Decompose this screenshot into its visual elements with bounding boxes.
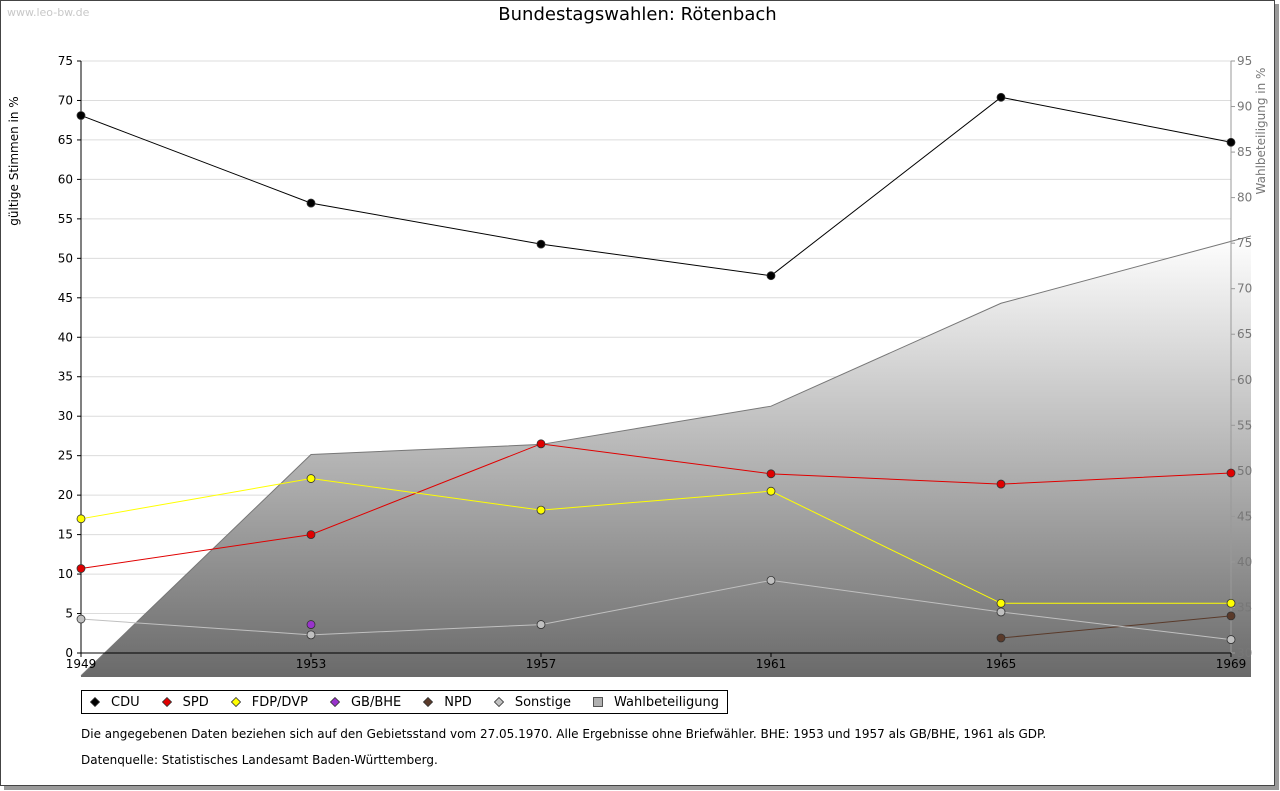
y2-tick-label: 50 bbox=[1237, 464, 1252, 478]
legend-label-npd: NPD bbox=[444, 694, 472, 710]
y-tick-label: 5 bbox=[65, 607, 73, 621]
data-point-sonstige bbox=[1226, 635, 1236, 644]
x-tick-label: 1969 bbox=[1216, 657, 1247, 671]
data-point-fdp-dvp bbox=[306, 474, 316, 483]
legend-label-spd: SPD bbox=[182, 694, 209, 710]
y-tick-label: 0 bbox=[65, 646, 73, 660]
data-point-fdp-dvp bbox=[536, 505, 546, 515]
data-point-spd bbox=[1226, 468, 1236, 478]
series-line-sonstige bbox=[80, 579, 1232, 641]
y2-tick-label: 60 bbox=[1237, 373, 1252, 387]
legend-symbol-npd bbox=[423, 697, 434, 707]
data-point-fdp-dvp bbox=[76, 514, 86, 524]
data-point-spd bbox=[306, 530, 316, 539]
x-tick-label: 1953 bbox=[296, 657, 327, 671]
y-tick-label: 45 bbox=[58, 291, 73, 305]
data-point-spd bbox=[536, 439, 546, 449]
data-point-fdp-dvp bbox=[996, 598, 1006, 608]
data-source-note: Datenquelle: Statistisches Landesamt Bad… bbox=[81, 753, 438, 767]
y2-tick-label: 40 bbox=[1237, 555, 1252, 569]
y2-tick-label: 30 bbox=[1237, 646, 1252, 660]
data-point-spd bbox=[76, 564, 86, 573]
y2-tick-label: 35 bbox=[1237, 600, 1252, 614]
legend-symbol-gb-bhe bbox=[329, 697, 340, 707]
y-tick-label: 40 bbox=[58, 330, 73, 344]
legend-symbol-fdp-dvp bbox=[230, 697, 241, 707]
y-tick-label: 65 bbox=[58, 133, 73, 147]
legend-item-fdp-dvp: FDP/DVP bbox=[230, 694, 308, 710]
legend-symbol-spd bbox=[161, 697, 172, 707]
legend-symbol-sonstige bbox=[493, 697, 504, 707]
y-tick-label: 70 bbox=[58, 93, 73, 107]
y-tick-label: 60 bbox=[58, 172, 73, 186]
y2-tick-label: 70 bbox=[1237, 282, 1252, 296]
data-point-sonstige bbox=[766, 575, 776, 585]
data-point-cdu bbox=[766, 271, 776, 281]
legend-label-gb-bhe: GB/BHE bbox=[350, 694, 402, 710]
data-point-cdu bbox=[1226, 137, 1236, 147]
y2-tick-label: 95 bbox=[1237, 54, 1252, 68]
data-point-sonstige bbox=[536, 620, 546, 629]
x-tick-label: 1961 bbox=[756, 657, 787, 671]
x-tick-label: 1957 bbox=[526, 657, 557, 671]
y-tick-label: 25 bbox=[58, 449, 73, 463]
y2-tick-label: 75 bbox=[1237, 236, 1252, 250]
x-tick-label: 1965 bbox=[986, 657, 1017, 671]
series-line-spd bbox=[80, 443, 1232, 570]
y2-tick-label: 85 bbox=[1237, 145, 1252, 159]
data-point-sonstige bbox=[306, 630, 316, 640]
legend-item-wahlbeteiligung: Wahlbeteiligung bbox=[593, 695, 719, 710]
series-line-cdu bbox=[80, 96, 1232, 277]
data-note: Die angegebenen Daten beziehen sich auf … bbox=[81, 727, 1047, 741]
data-point-fdp-dvp bbox=[1226, 598, 1236, 608]
legend-label-wahlbeteiligung: Wahlbeteiligung bbox=[614, 694, 720, 710]
x-tick-label: 1949 bbox=[66, 657, 97, 671]
y2-tick-label: 65 bbox=[1237, 327, 1252, 341]
y-tick-label: 50 bbox=[58, 251, 73, 265]
legend-item-spd: SPD bbox=[161, 694, 209, 710]
data-point-spd bbox=[996, 479, 1006, 489]
y-axis-label: gültige Stimmen in % bbox=[7, 96, 21, 225]
legend-item-gb-bhe: GB/BHE bbox=[329, 694, 402, 710]
legend: CDU SPD FDP/DVP GB/BHE NPD Sonstige Wahlbeteil… bbox=[81, 690, 729, 714]
y2-tick-label: 55 bbox=[1237, 418, 1252, 432]
legend-symbol-wahlbeteiligung bbox=[593, 697, 603, 707]
y-tick-label: 30 bbox=[58, 409, 73, 423]
y-tick-label: 20 bbox=[58, 488, 73, 502]
data-point-npd bbox=[1226, 611, 1236, 621]
y-tick-label: 75 bbox=[58, 54, 73, 68]
legend-label-sonstige: Sonstige bbox=[514, 694, 571, 710]
legend-item-sonstige: Sonstige bbox=[493, 694, 571, 710]
data-point-cdu bbox=[306, 198, 316, 208]
data-point-spd bbox=[766, 469, 776, 479]
watermark: www.leo-bw.de bbox=[7, 6, 90, 19]
legend-symbol-cdu bbox=[90, 697, 100, 707]
y2-tick-label: 80 bbox=[1237, 191, 1252, 205]
series-line-npd bbox=[1000, 615, 1232, 639]
data-point-gb-bhe bbox=[306, 620, 316, 629]
data-point-fdp-dvp bbox=[766, 486, 776, 496]
legend-item-cdu: CDU bbox=[90, 695, 140, 710]
data-point-sonstige bbox=[76, 614, 86, 624]
data-point-cdu bbox=[76, 111, 86, 120]
y2-tick-label: 45 bbox=[1237, 509, 1252, 523]
legend-item-npd: NPD bbox=[423, 695, 472, 710]
y2-axis-label: Wahlbeteiligung in % bbox=[1254, 68, 1268, 195]
data-point-cdu bbox=[536, 239, 546, 249]
legend-label-fdp-dvp: FDP/DVP bbox=[251, 694, 308, 710]
data-point-cdu bbox=[996, 92, 1006, 102]
chart-svg: 0 5 10 15 20 25 30 35 40 45 50 55 60 65 70 75 30 35 40 45 50… bbox=[7, 54, 1268, 677]
y-tick-label: 15 bbox=[58, 528, 73, 542]
chart-title: Bundestagswahlen: Rötenbach bbox=[498, 4, 777, 25]
y-tick-label: 10 bbox=[58, 567, 73, 581]
y-tick-label: 35 bbox=[58, 370, 73, 384]
y2-tick-label: 90 bbox=[1237, 100, 1252, 114]
series-line-fdp-dvp bbox=[80, 478, 1231, 604]
legend-label-cdu: CDU bbox=[111, 694, 140, 710]
data-point-sonstige bbox=[996, 607, 1006, 617]
y-tick-label: 55 bbox=[58, 212, 73, 226]
turnout-area bbox=[81, 235, 1251, 677]
data-point-npd bbox=[996, 633, 1006, 643]
